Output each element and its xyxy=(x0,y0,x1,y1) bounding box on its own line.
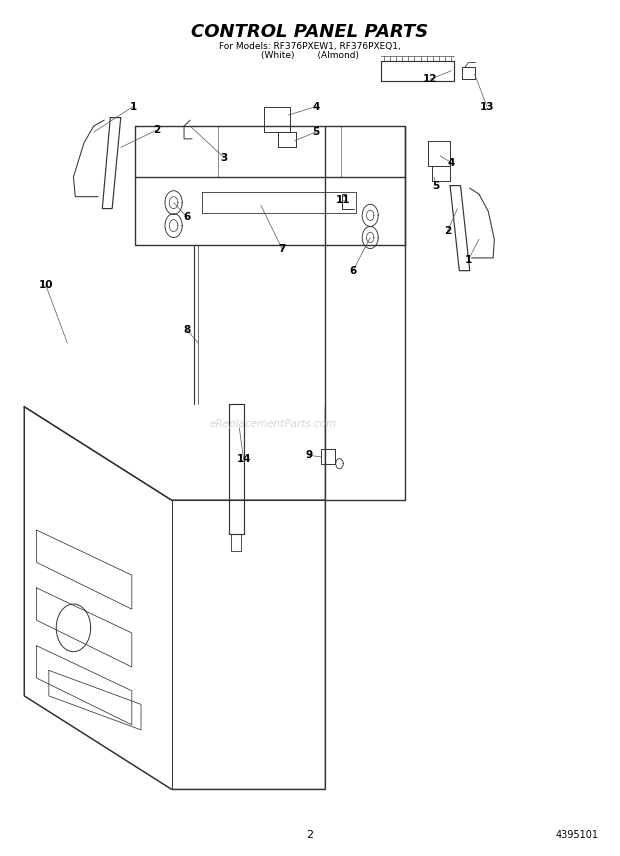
Text: 9: 9 xyxy=(305,450,312,461)
Text: 5: 5 xyxy=(312,127,320,137)
Text: 14: 14 xyxy=(236,455,251,465)
Text: 7: 7 xyxy=(278,245,286,254)
Text: For Models: RF376PXEW1, RF376PXEQ1,: For Models: RF376PXEW1, RF376PXEQ1, xyxy=(219,42,401,51)
Text: (White)        (Almond): (White) (Almond) xyxy=(261,51,359,60)
Text: 4395101: 4395101 xyxy=(556,829,599,840)
Text: 8: 8 xyxy=(184,325,191,336)
Text: eReplacementParts.com: eReplacementParts.com xyxy=(210,419,337,429)
Text: 2: 2 xyxy=(444,226,451,235)
Text: 5: 5 xyxy=(432,181,440,191)
Text: 11: 11 xyxy=(335,195,350,205)
Text: 1: 1 xyxy=(130,102,136,111)
Text: 3: 3 xyxy=(220,152,228,163)
Text: CONTROL PANEL PARTS: CONTROL PANEL PARTS xyxy=(192,23,428,41)
Text: 2: 2 xyxy=(306,829,314,840)
Text: 6: 6 xyxy=(350,265,356,276)
Text: 6: 6 xyxy=(184,212,191,222)
Text: 4: 4 xyxy=(312,102,320,111)
Text: 13: 13 xyxy=(480,102,494,111)
Text: 12: 12 xyxy=(423,74,437,85)
Text: 1: 1 xyxy=(465,254,472,265)
Text: 10: 10 xyxy=(38,280,53,290)
Text: 4: 4 xyxy=(448,158,455,168)
Text: 2: 2 xyxy=(153,125,160,135)
